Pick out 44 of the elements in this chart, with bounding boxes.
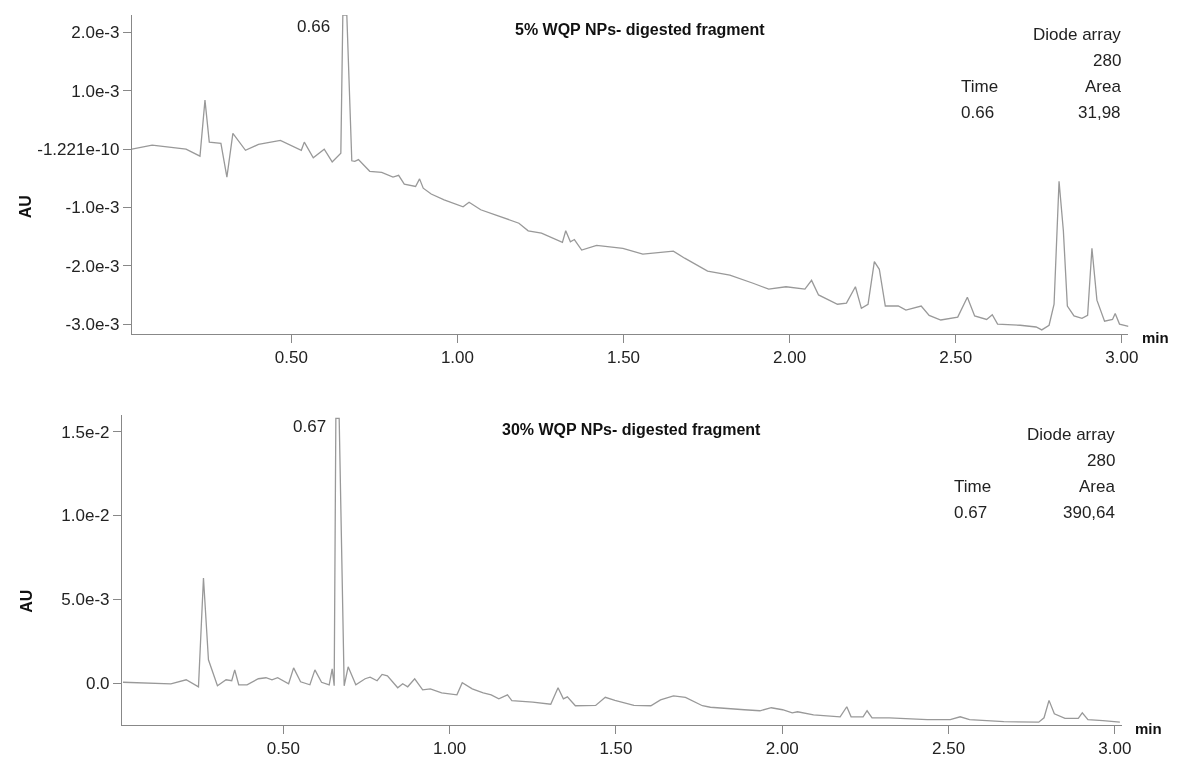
x-tick-label: 1.00 <box>440 348 474 368</box>
annotation: 0.67 <box>293 417 327 436</box>
y-tick-label: -2.0e-3 <box>65 256 120 276</box>
x-tick-label: 1.50 <box>606 348 641 368</box>
x-tick-label: 2.00 <box>773 348 807 368</box>
line-series <box>122 417 1121 723</box>
y-tick-label: -1.0e-3 <box>65 198 120 218</box>
annotation: Area <box>1085 77 1122 96</box>
x-tick-label: 3.00 <box>1105 348 1139 368</box>
annotation: 0.66 <box>961 103 995 122</box>
chart-title: 5% WQP NPs- digested fragment <box>515 21 766 38</box>
x-tick-label: 2.50 <box>932 739 966 758</box>
y-tick-label: 2.0e-3 <box>71 23 120 43</box>
annotation: Time <box>954 477 992 496</box>
y-tick-label: 5.0e-3 <box>61 590 110 610</box>
annotation: Diode array <box>1033 25 1122 44</box>
annotation: Time <box>961 77 999 96</box>
annotation: 390,64 <box>1063 503 1115 522</box>
x-axis-title: min <box>1135 720 1162 737</box>
y-tick-label: 0.0 <box>85 674 110 694</box>
annotation: 280 <box>1087 451 1116 470</box>
x-tick-label: 1.50 <box>599 739 633 758</box>
x-tick-label: 0.50 <box>274 348 308 368</box>
y-tick-label: -3.0e-3 <box>65 315 120 335</box>
x-tick-label: 1.00 <box>433 739 467 758</box>
x-tick-label: 3.00 <box>1098 739 1132 758</box>
annotation: Diode array <box>1027 425 1116 444</box>
annotation: 280 <box>1093 51 1122 70</box>
y-tick-label: -1.221e-10 <box>37 140 120 160</box>
chart-title: 30% WQP NPs- digested fragment <box>502 421 762 438</box>
x-tick-label: 2.50 <box>939 348 973 368</box>
annotation: 0.67 <box>954 503 988 522</box>
y-tick-label: 1.5e-2 <box>61 422 110 442</box>
annotation: 0.66 <box>297 17 331 36</box>
y-axis-title: AU <box>17 589 35 613</box>
x-axis-title: min <box>1142 329 1169 346</box>
line-series <box>131 15 1129 331</box>
x-tick-label: 2.00 <box>765 739 799 758</box>
y-tick-label: 1.0e-3 <box>71 81 120 101</box>
annotation: Area <box>1079 477 1116 496</box>
y-axis-title: AU <box>17 195 35 219</box>
y-tick-label: 1.0e-2 <box>61 506 110 526</box>
x-tick-label: 0.50 <box>266 739 300 758</box>
annotation: 31,98 <box>1078 103 1121 122</box>
